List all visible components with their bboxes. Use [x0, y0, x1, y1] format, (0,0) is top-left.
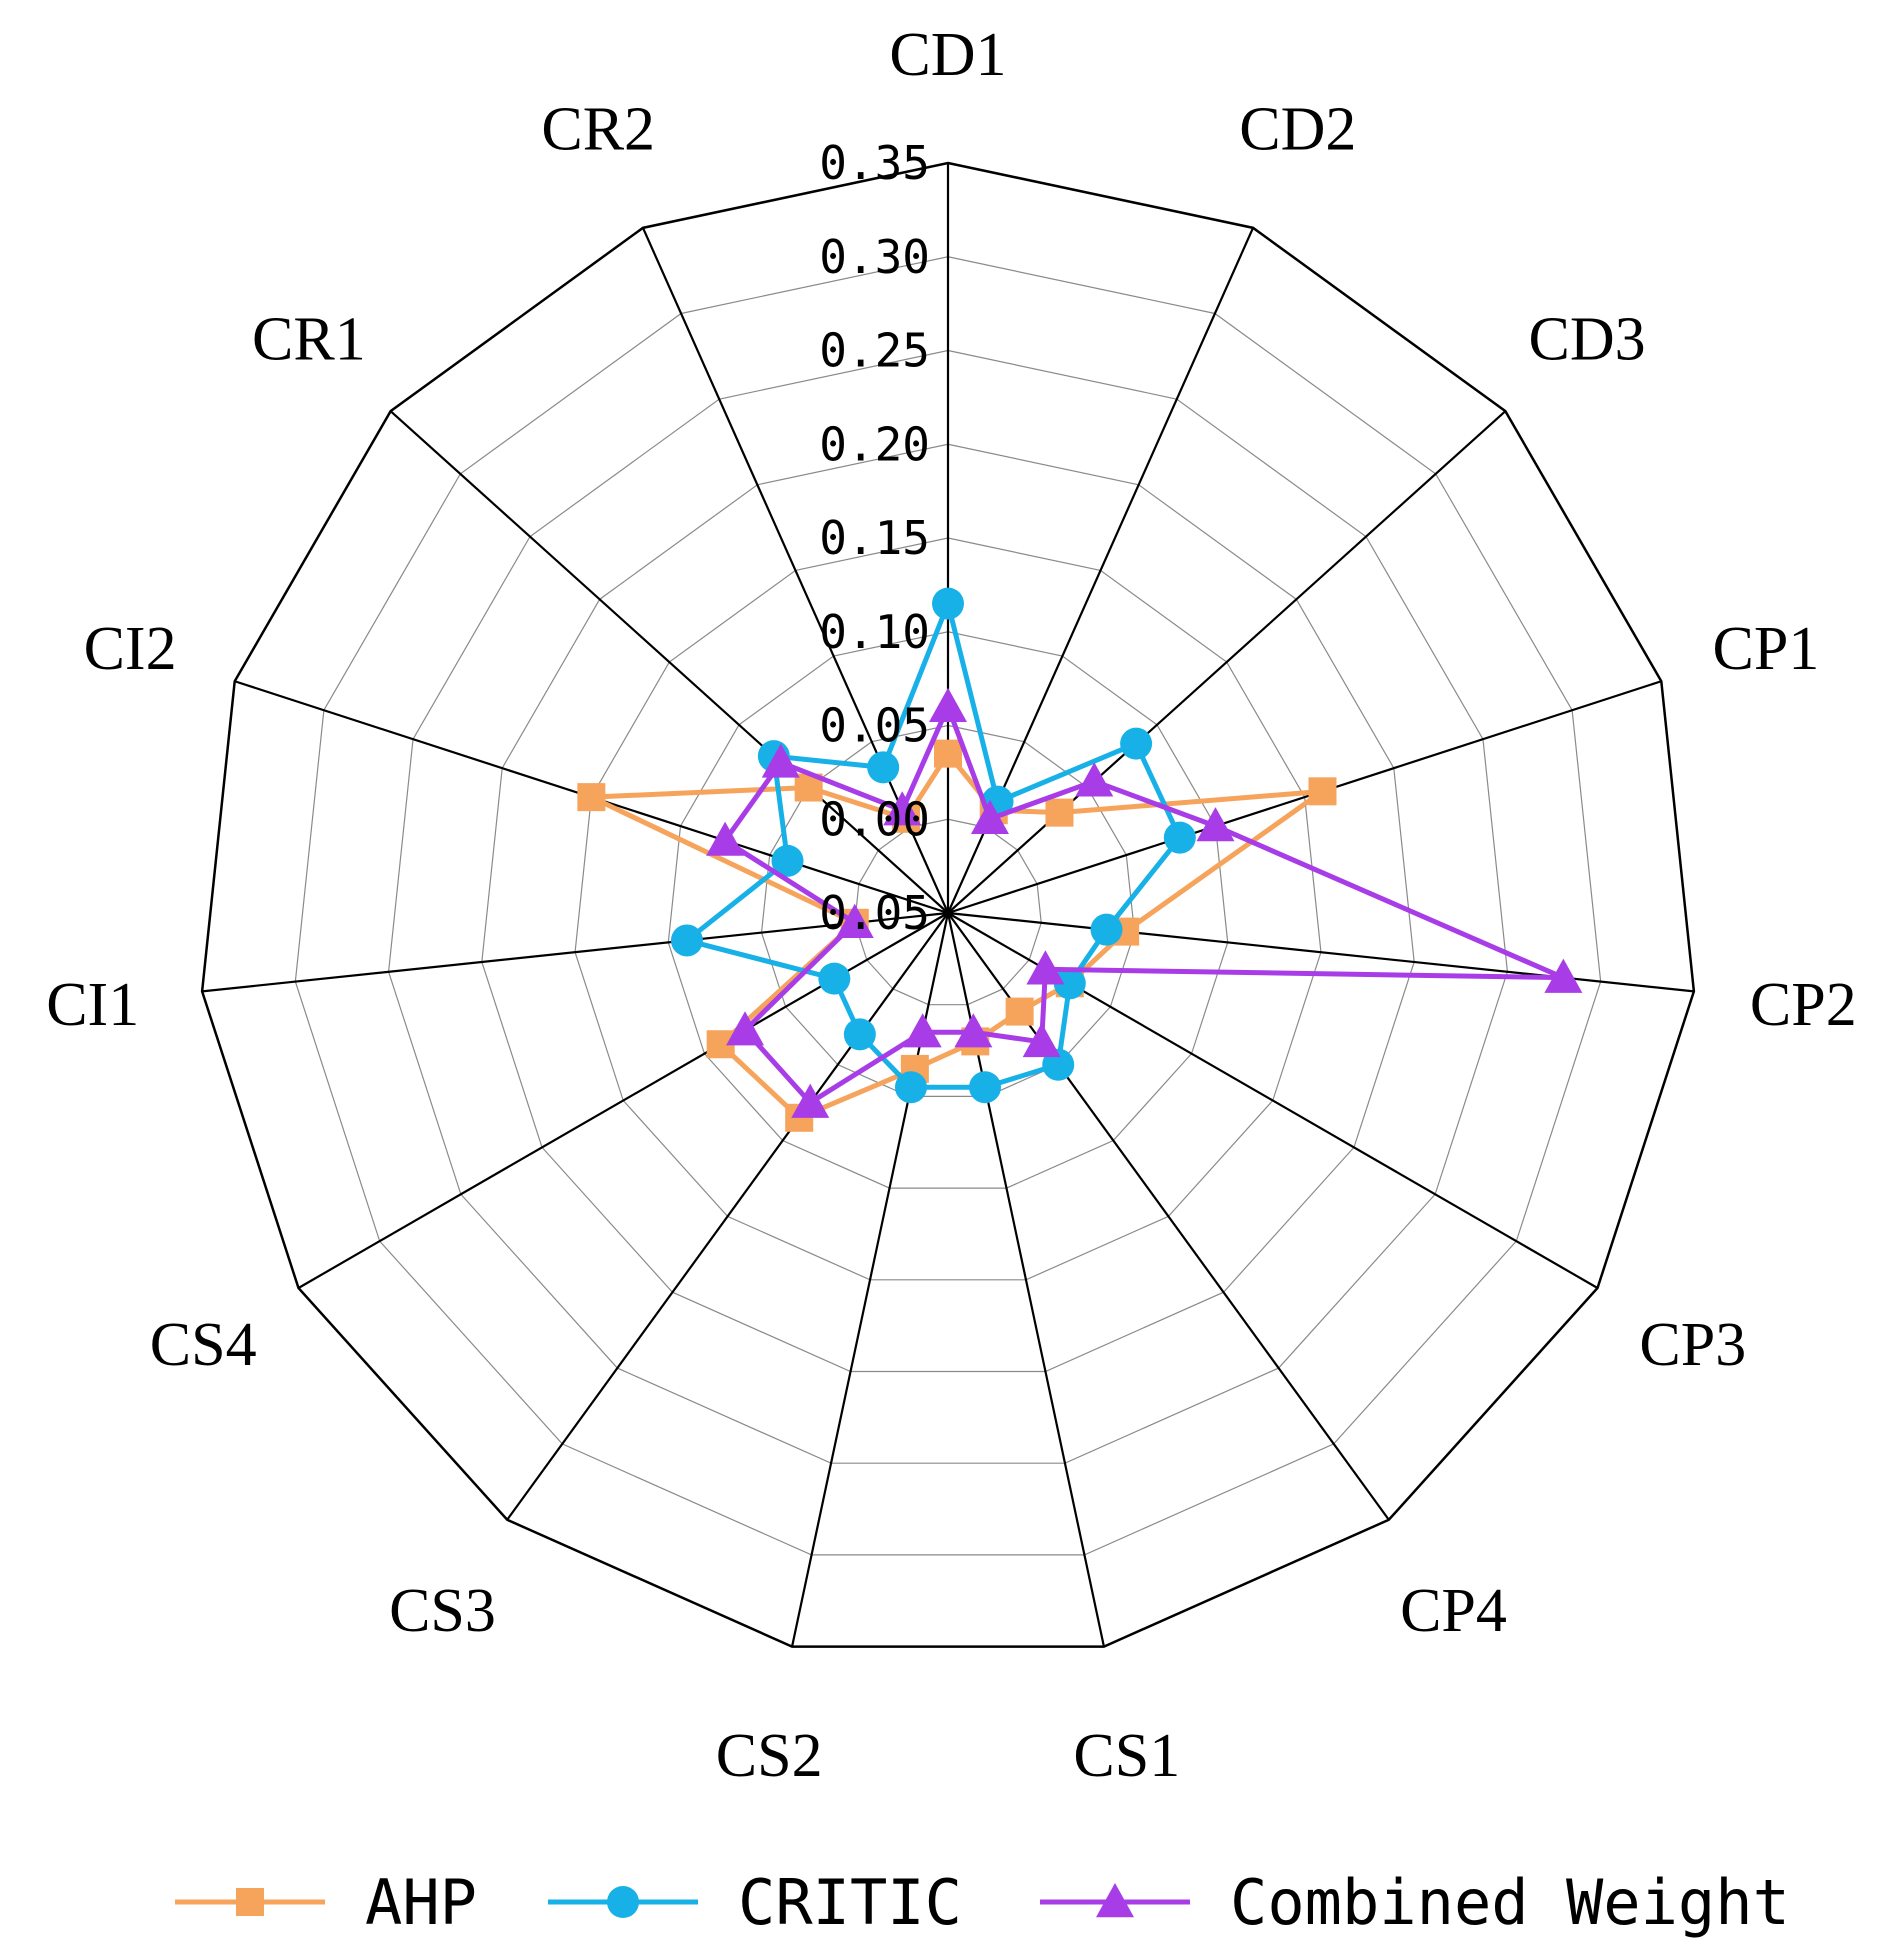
data-point-combined-weight-cr1	[761, 743, 800, 778]
tick-label: 0.05	[819, 886, 930, 940]
legend-entry-combined-weight: Combined Weight	[1040, 1866, 1790, 1939]
axis-spoke-cp1	[947, 680, 1662, 915]
data-point-critic-cp1	[1163, 821, 1196, 854]
series	[577, 587, 1583, 1132]
category-labels: CD1 CD2 CD3 CP1 CP2 CP3 CP4 CS1 CS2 CS3 CS4 CI1 CI2 C…	[46, 21, 1856, 1790]
data-point-critic-cp2	[1090, 913, 1123, 946]
category-label-cd1: CD1	[889, 21, 1006, 89]
data-point-combined-weight-ci1	[835, 903, 874, 938]
data-point-critic-cd1	[932, 587, 964, 620]
axis-spokes	[201, 163, 1695, 1647]
legend: AHP CRITIC Combined Weight	[175, 1866, 1790, 1939]
tick-labels: 0.35 0.30 0.25 0.20 0.15 0.10 0.05 0.00 0.05	[819, 136, 930, 940]
tick-label: 0.30	[819, 230, 930, 284]
data-point-combined-weight-ci2	[706, 821, 745, 856]
axis-spoke-ci1	[201, 911, 949, 993]
category-label-cd2: CD2	[1239, 95, 1356, 163]
grid-ring	[200, 161, 1696, 1648]
data-point-ahp-cd3	[1045, 798, 1074, 827]
data-point-combined-weight-cd1	[929, 687, 967, 722]
data-point-combined-weight-cs1	[954, 1013, 993, 1048]
category-label-cp4: CP4	[1400, 1577, 1507, 1645]
tick-label: 0.25	[819, 324, 930, 378]
series-line-ahp	[590, 749, 1332, 1121]
category-label-cs3: CS3	[389, 1577, 496, 1645]
category-label-cp3: CP3	[1639, 1311, 1746, 1379]
category-label-cd3: CD3	[1529, 306, 1646, 374]
category-label-cs2: CS2	[716, 1722, 823, 1790]
data-point-ahp-cp4	[1005, 997, 1034, 1026]
tick-label: 0.20	[819, 417, 930, 471]
legend-entry-ahp: AHP	[175, 1866, 477, 1939]
data-point-combined-weight-cs2	[903, 1013, 942, 1048]
tick-label: 0.10	[819, 605, 930, 659]
grid-ring	[294, 256, 1602, 1556]
data-point-critic-cs3	[843, 1018, 876, 1051]
legend-marker-critic	[607, 1886, 639, 1918]
legend-label-ahp: AHP	[365, 1866, 477, 1939]
axis-spoke-cr1	[389, 410, 949, 914]
legend-marker-ahp	[236, 1888, 264, 1916]
data-point-critic-cr2	[867, 751, 900, 784]
category-label-cr2: CR2	[541, 95, 655, 163]
data-point-critic-ci1	[670, 924, 703, 957]
category-label-cs4: CS4	[150, 1311, 257, 1379]
tick-label: 0.00	[819, 792, 930, 846]
legend-label-critic: CRITIC	[738, 1866, 962, 1939]
grid-ring	[667, 631, 1229, 1189]
axis-spoke-cs3	[506, 912, 949, 1521]
legend-marker-combined-weight	[1096, 1883, 1134, 1918]
data-point-critic-cd3	[1120, 727, 1153, 760]
tick-label: 0.05	[819, 699, 930, 753]
category-label-cs1: CS1	[1073, 1722, 1180, 1790]
category-label-cr1: CR1	[252, 306, 366, 374]
data-point-combined-weight-cs3	[791, 1083, 830, 1118]
axis-spoke-cr2	[641, 227, 950, 914]
grid-ring	[760, 724, 1136, 1098]
data-point-combined-weight-cp1	[1196, 807, 1235, 842]
data-point-critic-cs1	[969, 1071, 1002, 1104]
grid-ring	[574, 537, 1322, 1281]
data-point-combined-weight-cr2	[883, 791, 922, 826]
data-point-combined-weight-cd2	[970, 799, 1009, 834]
series-combined-weight	[706, 687, 1583, 1118]
series-critic	[670, 587, 1196, 1104]
series-line-combined-weight	[721, 700, 1565, 1106]
data-point-critic-cp3	[1053, 967, 1086, 1000]
data-point-critic-ci2	[771, 844, 804, 877]
series-ahp	[577, 739, 1337, 1132]
category-label-ci2: CI2	[84, 615, 177, 683]
category-label-cp2: CP2	[1750, 971, 1857, 1039]
category-label-cp1: CP1	[1712, 615, 1819, 683]
data-point-combined-weight-cp3	[1026, 950, 1065, 985]
legend-entry-critic: CRITIC	[548, 1866, 962, 1939]
data-point-ahp-ci2	[577, 783, 606, 812]
grid-ring	[387, 349, 1509, 1464]
data-point-critic-cs4	[818, 962, 851, 995]
data-point-combined-weight-cs4	[726, 1011, 765, 1046]
data-point-critic-cs2	[894, 1071, 927, 1104]
tick-label: 0.35	[819, 136, 930, 190]
axis-spoke-cs4	[297, 912, 949, 1289]
data-point-combined-weight-cp4	[1022, 1022, 1061, 1058]
grid-ring	[481, 443, 1415, 1373]
legend-label-combined-weight: Combined Weight	[1230, 1866, 1790, 1939]
data-point-ahp-cp1	[1308, 777, 1337, 806]
category-label-ci1: CI1	[46, 971, 139, 1039]
data-point-ahp-cd1	[934, 739, 962, 768]
axis-spoke-cd3	[947, 410, 1507, 914]
grid-ring	[854, 818, 1042, 1006]
grid	[200, 161, 1696, 1648]
tick-label: 0.15	[819, 511, 930, 565]
series-line-critic	[681, 595, 1183, 1090]
data-point-combined-weight-cp2	[1544, 958, 1583, 993]
data-point-combined-weight-cd3	[1075, 762, 1114, 797]
